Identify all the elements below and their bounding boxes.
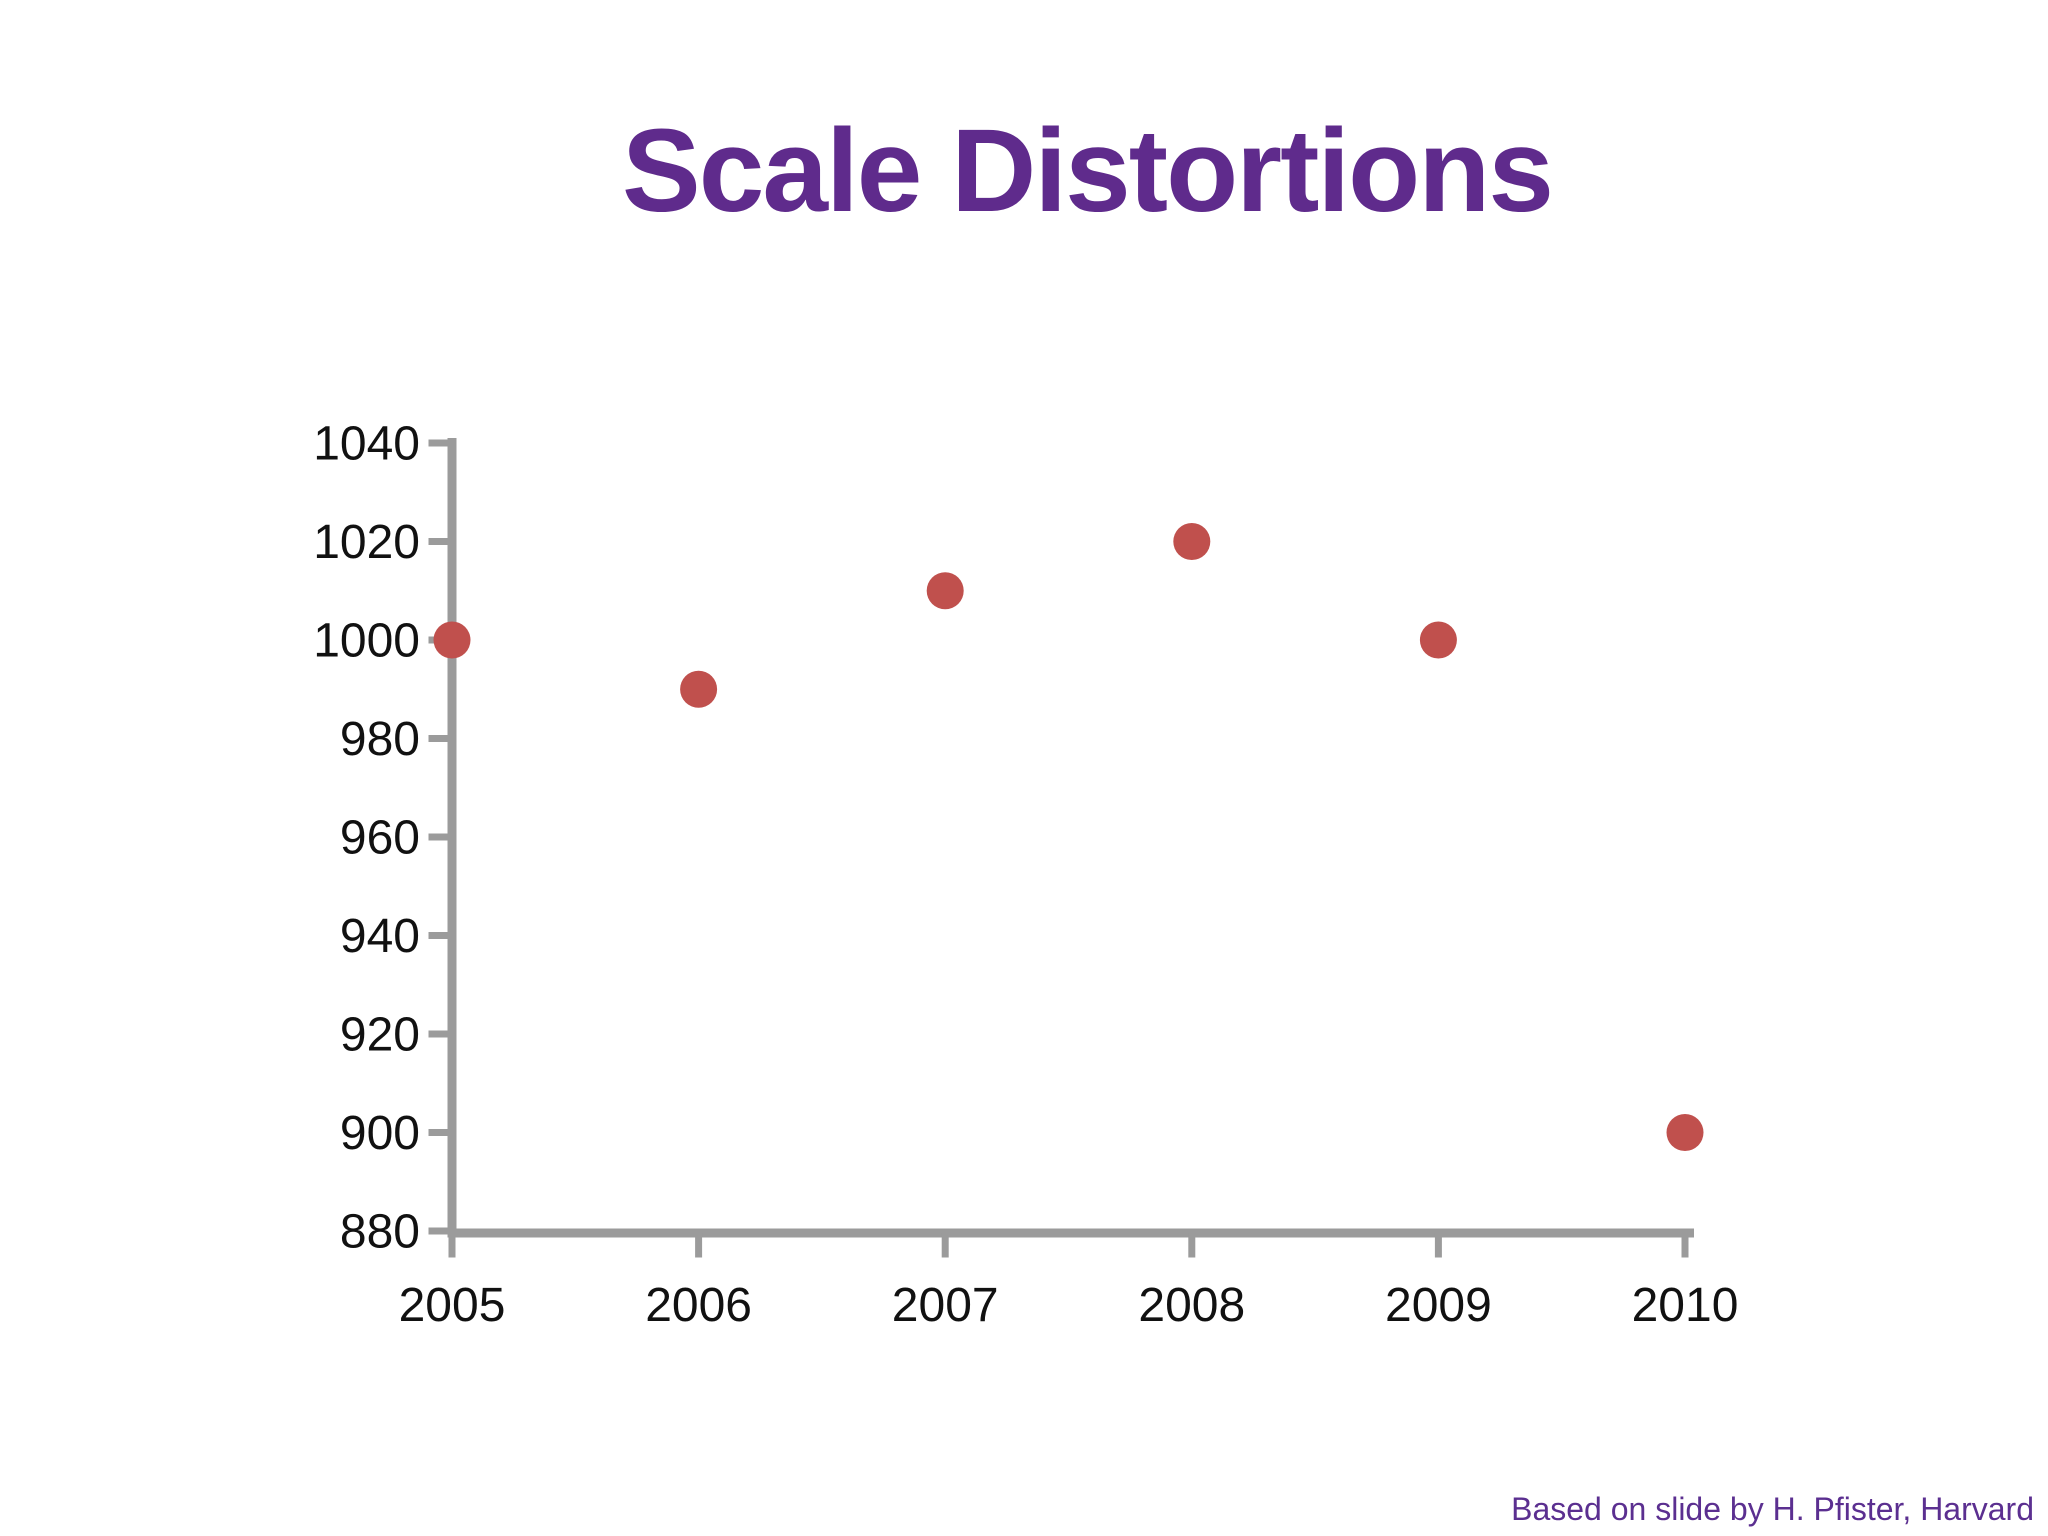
attribution-text: Based on slide by H. Pfister, Harvard [1511,1490,2034,1527]
y-tick-label: 980 [340,713,420,766]
data-point [1173,523,1211,560]
slide-title: Scale Distortions [622,105,1554,237]
y-tick-label: 1020 [313,516,420,569]
data-point [1419,621,1457,659]
y-tick-label: 880 [340,1205,420,1258]
y-tick-label: 1040 [313,417,420,470]
y-tick-label: 920 [340,1008,420,1061]
y-tick-label: 900 [340,1107,420,1160]
data-point [680,670,718,708]
y-tick-label: 940 [340,910,420,963]
x-tick-label: 2006 [645,1279,752,1332]
y-tick-label: 960 [340,811,420,864]
x-tick-label: 2010 [1632,1279,1739,1332]
y-tick-label: 1000 [313,614,420,667]
x-tick-label: 2009 [1385,1279,1492,1332]
data-point [1666,1114,1704,1151]
data-point [433,621,471,659]
x-tick-label: 2007 [892,1279,999,1332]
x-tick-label: 2008 [1138,1279,1245,1332]
data-point [926,572,964,610]
x-tick-label: 2005 [399,1279,506,1332]
